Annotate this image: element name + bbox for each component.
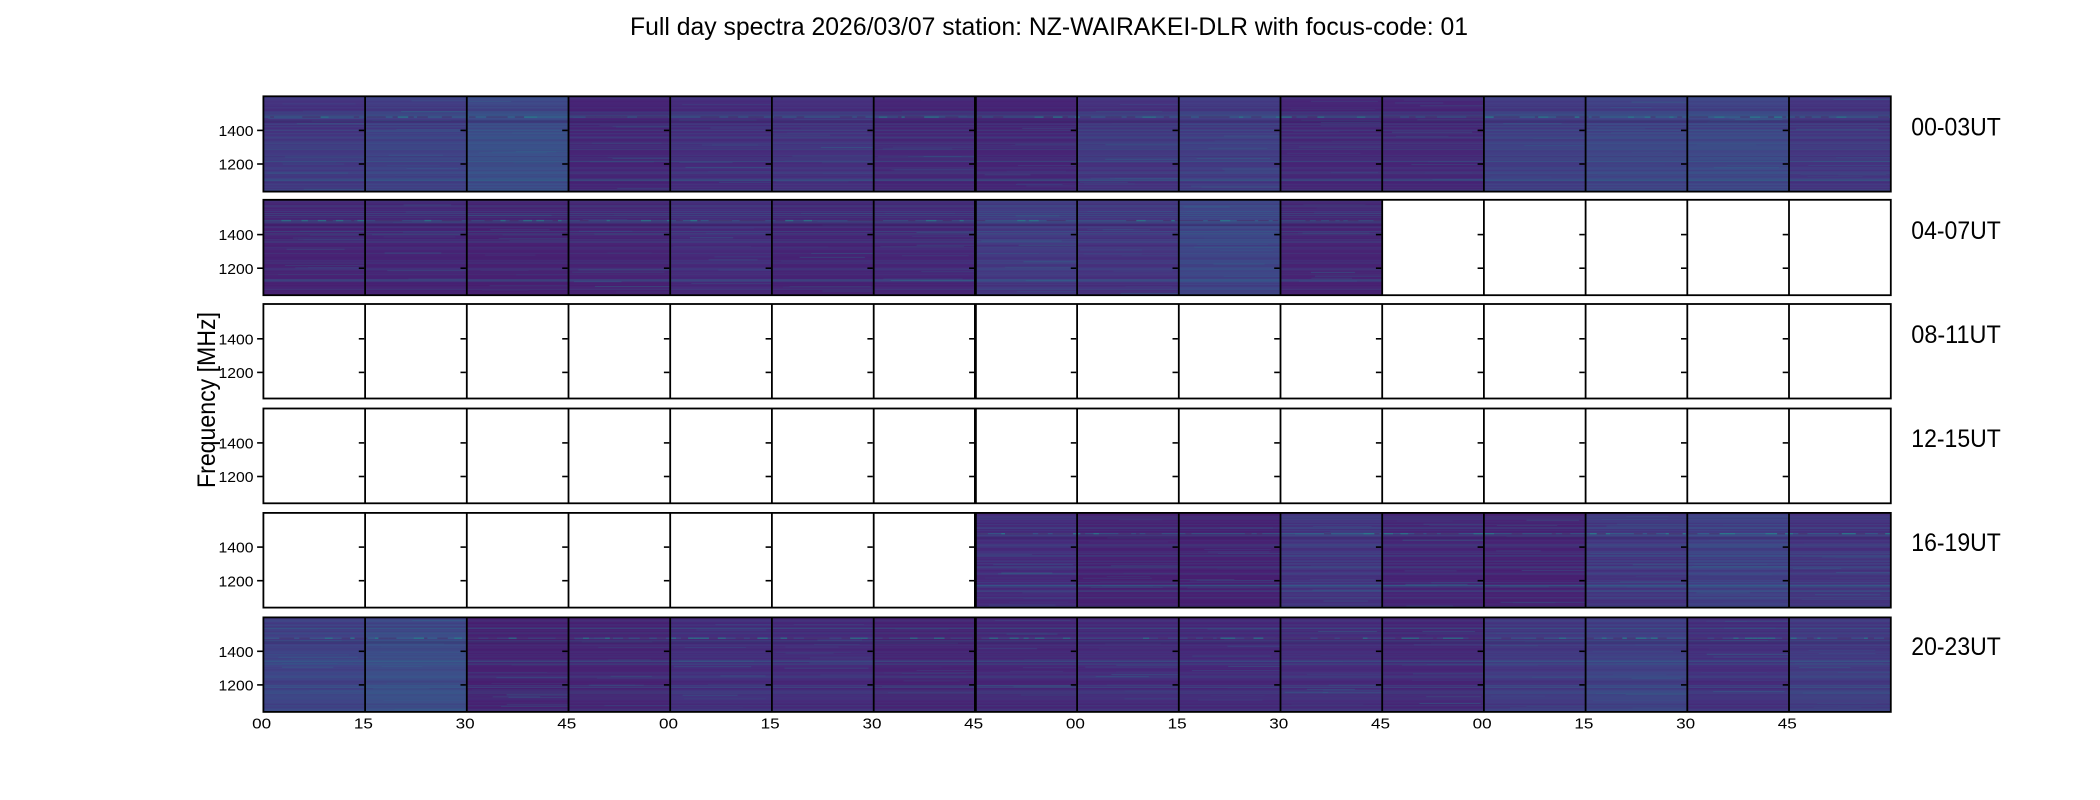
svg-text:45: 45 xyxy=(964,716,983,732)
svg-text:15: 15 xyxy=(1168,716,1187,732)
svg-text:00: 00 xyxy=(252,716,271,732)
svg-text:1400: 1400 xyxy=(219,228,254,244)
svg-text:1200: 1200 xyxy=(219,574,254,590)
svg-text:30: 30 xyxy=(1269,716,1288,732)
svg-text:15: 15 xyxy=(761,716,780,732)
svg-text:45: 45 xyxy=(557,716,576,732)
svg-text:1200: 1200 xyxy=(219,158,254,174)
svg-text:20-23UT: 20-23UT xyxy=(1911,633,2001,661)
svg-text:1400: 1400 xyxy=(219,332,254,348)
svg-text:1400: 1400 xyxy=(219,437,254,453)
svg-text:00: 00 xyxy=(1473,716,1492,732)
svg-text:00: 00 xyxy=(1066,716,1085,732)
svg-text:15: 15 xyxy=(354,716,373,732)
svg-text:04-07UT: 04-07UT xyxy=(1911,217,2001,245)
svg-text:1200: 1200 xyxy=(219,262,254,278)
svg-text:00-03UT: 00-03UT xyxy=(1911,113,2001,141)
svg-text:08-11UT: 08-11UT xyxy=(1911,321,2001,349)
svg-text:Full day spectra 2026/03/07 st: Full day spectra 2026/03/07 station: NZ-… xyxy=(630,13,1468,41)
svg-text:00: 00 xyxy=(659,716,678,732)
svg-text:1400: 1400 xyxy=(219,541,254,557)
svg-text:45: 45 xyxy=(1778,716,1797,732)
svg-text:1200: 1200 xyxy=(219,366,254,382)
svg-text:30: 30 xyxy=(456,716,475,732)
svg-text:30: 30 xyxy=(1676,716,1695,732)
svg-text:45: 45 xyxy=(1371,716,1390,732)
svg-text:30: 30 xyxy=(863,716,882,732)
svg-text:1200: 1200 xyxy=(219,470,254,486)
svg-text:1200: 1200 xyxy=(219,679,254,695)
svg-text:15: 15 xyxy=(1574,716,1593,732)
svg-text:Frequency [MHz]: Frequency [MHz] xyxy=(193,312,221,488)
svg-text:12-15UT: 12-15UT xyxy=(1911,425,2001,453)
svg-text:1400: 1400 xyxy=(219,124,254,140)
svg-text:1400: 1400 xyxy=(219,645,254,661)
svg-text:16-19UT: 16-19UT xyxy=(1911,529,2001,557)
